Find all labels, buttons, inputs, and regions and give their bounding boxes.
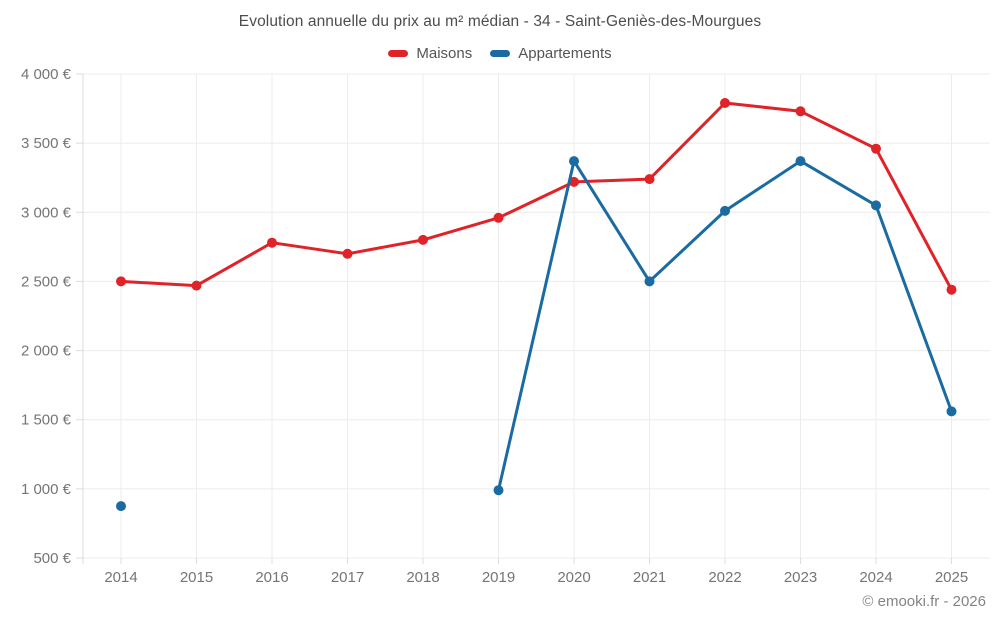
data-point-appartements-2021[interactable] bbox=[644, 276, 655, 287]
y-axis-label: 1 000 € bbox=[21, 481, 72, 498]
x-axis-label: 2021 bbox=[633, 569, 666, 586]
data-point-maisons-2025[interactable] bbox=[946, 284, 957, 295]
data-point-maisons-2021[interactable] bbox=[644, 174, 655, 185]
data-point-appartements-2019[interactable] bbox=[493, 485, 504, 496]
chart-legend: Maisons Appartements bbox=[0, 45, 1000, 62]
data-point-maisons-2024[interactable] bbox=[871, 143, 881, 154]
data-point-appartements-2025[interactable] bbox=[946, 406, 957, 417]
data-point-appartements-2020[interactable] bbox=[569, 156, 579, 167]
series-line-maisons bbox=[119, 101, 953, 292]
legend-item-maisons[interactable]: Maisons bbox=[388, 45, 472, 62]
y-axis-label: 1 500 € bbox=[21, 412, 72, 429]
maisons-swatch-icon bbox=[388, 50, 409, 57]
data-point-maisons-2018[interactable] bbox=[418, 234, 428, 245]
legend-label-appartements: Appartements bbox=[518, 45, 612, 62]
y-axis-label: 2 500 € bbox=[21, 273, 72, 290]
x-axis-label: 2014 bbox=[104, 569, 137, 586]
data-point-maisons-2014[interactable] bbox=[116, 276, 126, 287]
appartements-swatch-icon bbox=[490, 50, 511, 57]
x-axis-label: 2019 bbox=[482, 569, 515, 586]
data-point-maisons-2023[interactable] bbox=[795, 106, 806, 117]
data-point-appartements-2022[interactable] bbox=[720, 205, 730, 216]
data-point-maisons-2017[interactable] bbox=[342, 248, 353, 259]
data-point-appartements-2014[interactable] bbox=[116, 501, 126, 512]
y-axis-label: 3 500 € bbox=[21, 135, 72, 152]
data-point-maisons-2020[interactable] bbox=[569, 176, 579, 187]
legend-item-appartements[interactable]: Appartements bbox=[490, 45, 612, 62]
data-point-appartements-2024[interactable] bbox=[871, 200, 881, 211]
x-axis-label: 2015 bbox=[180, 569, 213, 586]
x-axis-label: 2023 bbox=[784, 569, 817, 586]
chart-title: Evolution annuelle du prix au m² médian … bbox=[238, 13, 762, 30]
legend-label-maisons: Maisons bbox=[416, 45, 473, 62]
x-axis-label: 2022 bbox=[708, 569, 741, 586]
x-axis-label: 2025 bbox=[935, 569, 968, 586]
x-axis-label: 2016 bbox=[255, 569, 288, 586]
y-axis-label: 4 000 € bbox=[21, 66, 72, 83]
x-axis-label: 2024 bbox=[859, 569, 892, 586]
x-axis-label: 2020 bbox=[557, 569, 590, 586]
data-point-appartements-2023[interactable] bbox=[795, 156, 806, 167]
y-axis-label: 3 000 € bbox=[21, 204, 72, 221]
data-point-maisons-2016[interactable] bbox=[267, 237, 277, 248]
copyright-credit: © emooki.fr - 2026 bbox=[862, 593, 986, 610]
x-axis-label: 2017 bbox=[331, 569, 364, 586]
y-axis-label: 500 € bbox=[33, 550, 71, 567]
y-axis-label: 2 000 € bbox=[21, 343, 72, 360]
x-axis-label: 2018 bbox=[406, 569, 439, 586]
data-point-maisons-2022[interactable] bbox=[720, 98, 730, 108]
data-point-maisons-2019[interactable] bbox=[493, 212, 504, 223]
data-point-maisons-2015[interactable] bbox=[191, 280, 202, 291]
